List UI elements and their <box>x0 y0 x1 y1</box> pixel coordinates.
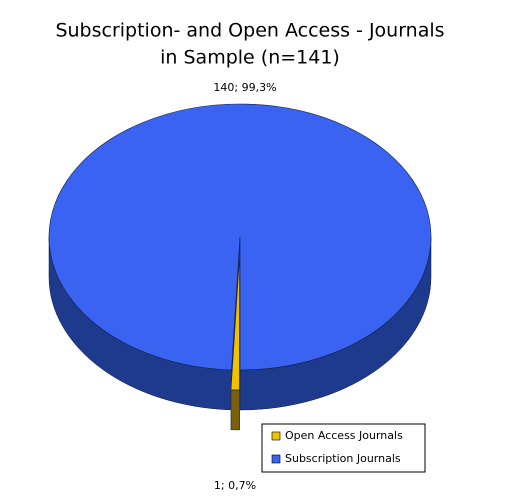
data-label: 140; 99,3% <box>213 81 276 94</box>
legend-label: Subscription Journals <box>285 452 401 465</box>
legend-box <box>261 423 426 473</box>
slice-side <box>230 389 240 431</box>
legend: Open Access Journals Subscription Journal… <box>261 423 426 473</box>
legend-swatch <box>271 454 281 464</box>
pie-slice <box>230 256 240 431</box>
pie-slice <box>48 103 432 411</box>
slice-top <box>230 256 240 391</box>
legend-swatch <box>271 431 281 441</box>
chart-title: in Sample (n=141) <box>160 47 340 69</box>
data-label: 1; 0,7% <box>214 479 256 492</box>
slice-top <box>48 103 432 371</box>
legend-label: Open Access Journals <box>285 429 403 442</box>
chart-title: Subscription- and Open Access - Journals <box>55 20 444 42</box>
